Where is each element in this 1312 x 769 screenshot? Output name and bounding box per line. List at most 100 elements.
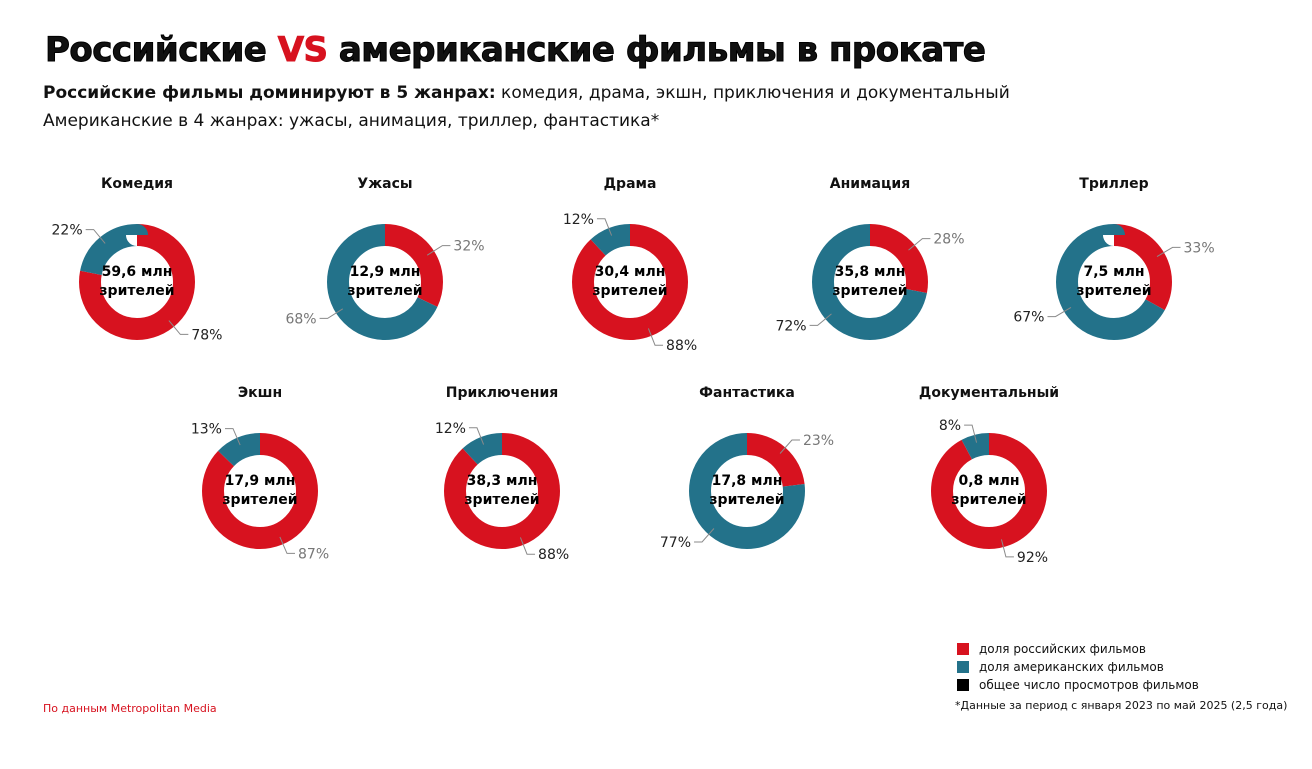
slice-american [812,224,928,340]
leader-line [168,320,189,335]
center-unit: зрителей [99,283,174,299]
percent-label: 22% [52,223,83,239]
slice-russian [444,433,560,549]
leader-line [1156,246,1181,257]
legend-label-total: общее число просмотров фильмов [979,678,1199,692]
legend-item-total: общее число просмотров фильмов [957,676,1199,694]
leader-line [908,238,931,251]
donut-1: Комедия 78% 22% 59,6 млн зрителей [52,176,223,343]
title-vs: VS [277,30,328,71]
legend-swatch-american [957,661,969,673]
center-unit: зрителей [951,492,1026,508]
slice-american [1056,224,1172,340]
donut-7: Приключения 88% 12% 38,3 млн зрителей [435,385,569,563]
percent-label: 88% [538,547,569,563]
leader-line [279,536,296,554]
genre-title: Приключения [446,385,559,401]
percent-label: 13% [191,422,222,438]
genre-title: Комедия [101,176,173,192]
leader-line [779,439,800,454]
subtitle-line1-bold: Российские фильмы доминируют в 5 жанрах: [43,83,496,103]
slice-american [931,433,1047,549]
center-total: 12,9 млн [350,264,421,280]
percent-label: 67% [1013,310,1044,326]
center-total: 30,4 млн [595,264,666,280]
source-note: По данным Metropolitan Media [43,702,217,715]
percent-label: 88% [666,338,697,354]
title-part2: американские фильмы в прокате [327,30,986,71]
genre-title: Драма [604,176,657,192]
leader-line [809,313,832,326]
percent-label: 32% [453,239,484,255]
percent-label: 87% [298,546,329,562]
leader-line [426,245,451,256]
center-unit: зрителей [222,492,297,508]
slice-russian [572,224,688,340]
title-part1: Российские [45,30,278,71]
slice-american [327,224,443,340]
legend-item-russian: доля российских фильмов [957,640,1199,658]
subtitle-line1: Российские фильмы доминируют в 5 жанрах:… [43,83,1010,103]
percent-label: 68% [285,311,316,327]
leader-line [519,537,536,555]
donut-4: Анимация 28% 72% 35,8 млн зрителей [775,176,965,340]
page-title: Российские VS американские фильмы в прок… [45,30,987,71]
donut-9: Документальный 92% 8% 0,8 млн зрителей [919,385,1059,566]
slice-american [202,433,318,549]
center-total: 38,3 млн [467,473,538,489]
center-unit: зрителей [1076,283,1151,299]
center-total: 17,9 млн [225,473,296,489]
donut-5: Триллер 33% 67% 7,5 млн зрителей [1013,176,1215,340]
slice-american [572,224,688,340]
percent-label: 8% [939,418,961,434]
donut-3: Драма 88% 12% 30,4 млн зрителей [563,176,697,354]
percent-label: 23% [803,433,834,449]
leader-line [85,229,106,244]
legend-swatch-russian [957,643,969,655]
center-unit: зрителей [347,283,422,299]
slice-russian [931,433,1047,549]
genre-title: Триллер [1079,176,1148,192]
center-unit: зрителей [592,283,667,299]
center-unit: зрителей [832,283,907,299]
percent-label: 77% [660,535,691,551]
slice-american [444,433,560,549]
center-unit: зрителей [464,492,539,508]
legend-swatch-total [957,679,969,691]
genre-title: Документальный [919,385,1059,401]
slice-american [689,433,805,549]
legend: доля российских фильмов доля американски… [957,640,1199,694]
percent-label: 92% [1017,550,1048,566]
legend-item-american: доля американских фильмов [957,658,1199,676]
genre-title: Анимация [830,176,910,192]
leader-line [224,428,241,446]
subtitle-line2: Американские в 4 жанрах: ужасы, анимация… [43,111,660,131]
percent-label: 12% [435,421,466,437]
center-total: 17,8 млн [712,473,783,489]
leader-line [964,424,978,443]
leader-line [1000,539,1014,558]
percent-label: 72% [775,318,806,334]
slice-american [79,224,195,340]
center-total: 59,6 млн [102,264,173,280]
subtitle-line1-rest: комедия, драма, экшн, приключения и доку… [495,83,1010,103]
percent-label: 78% [191,327,222,343]
donut-6: Экшн 87% 13% 17,9 млн зрителей [191,385,329,562]
leader-line [468,427,485,445]
center-total: 7,5 млн [1083,264,1144,280]
legend-label-american: доля американских фильмов [979,660,1164,674]
genre-title: Экшн [238,385,282,401]
donut-2: Ужасы 32% 68% 12,9 млн зрителей [285,176,485,340]
legend-label-russian: доля российских фильмов [979,642,1146,656]
percent-label: 12% [563,212,594,228]
percent-label: 33% [1184,240,1215,256]
genre-title: Фантастика [699,385,795,401]
leader-line [694,528,715,543]
center-unit: зрителей [709,492,784,508]
center-total: 0,8 млн [958,473,1019,489]
footnote: *Данные за период с января 2023 по май 2… [955,699,1288,712]
percent-label: 28% [933,232,964,248]
leader-line [647,328,664,346]
leader-line [596,218,613,236]
